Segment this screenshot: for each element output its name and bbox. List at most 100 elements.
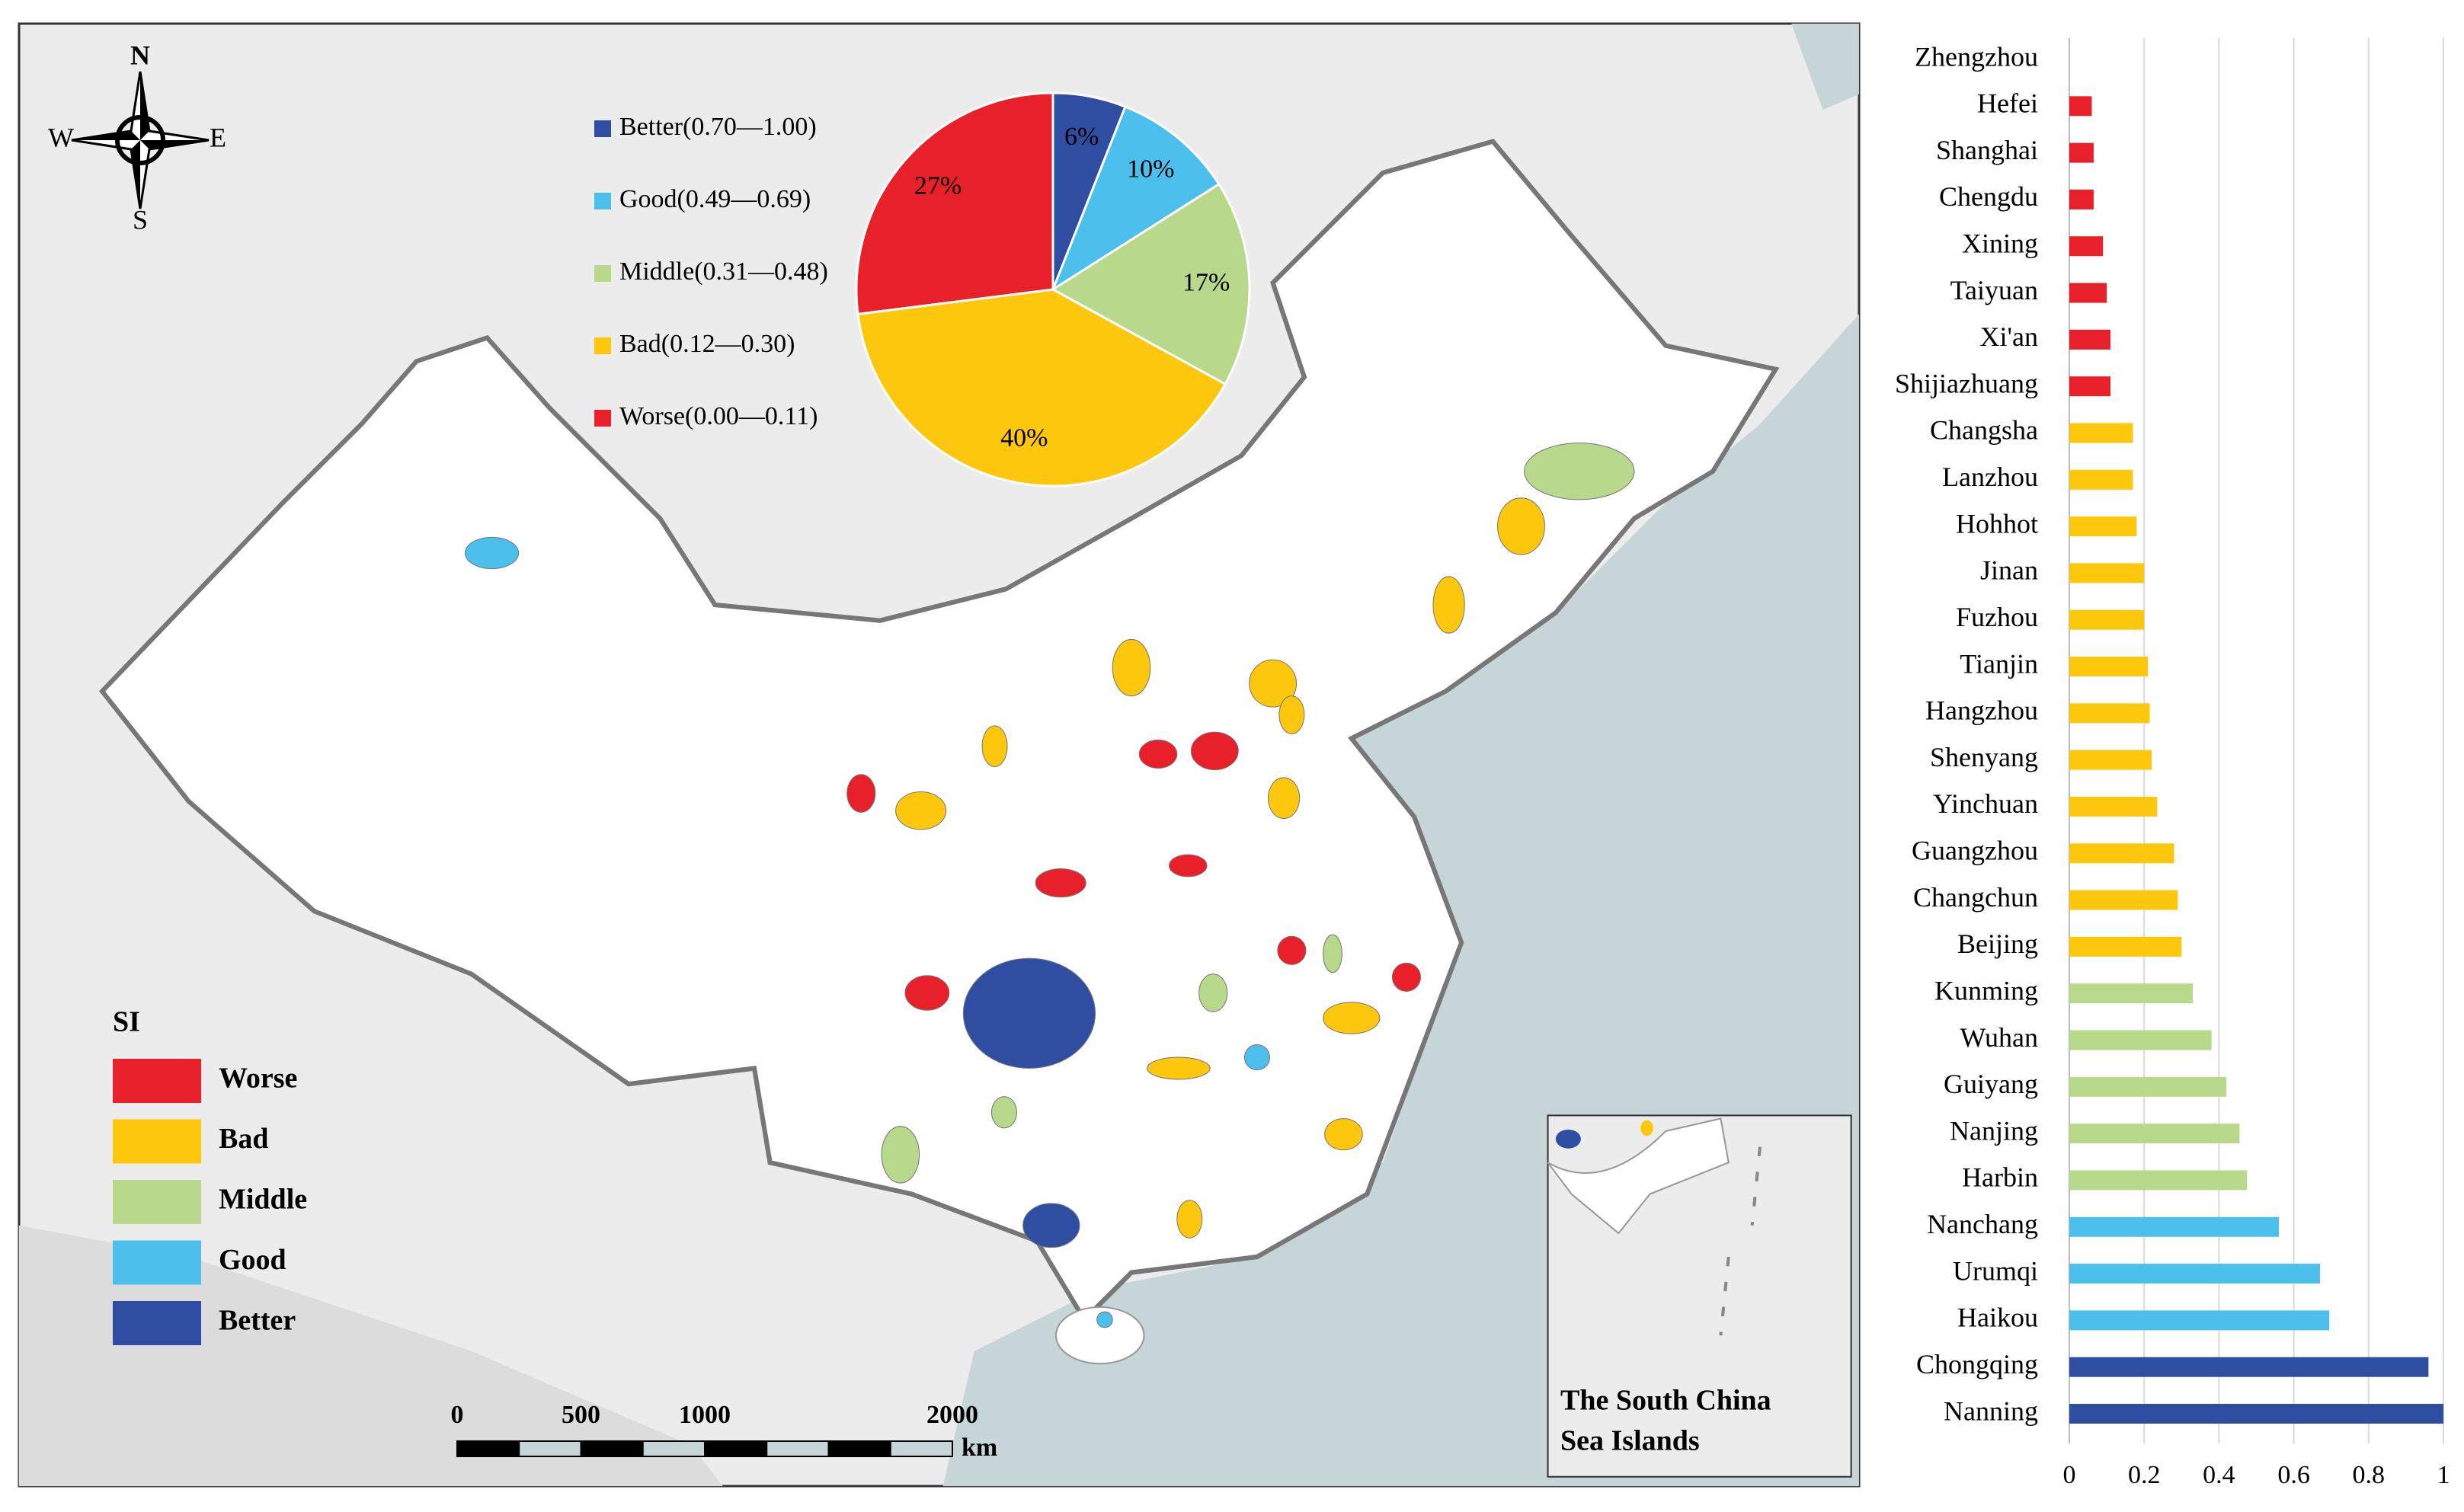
bar	[2069, 609, 2145, 630]
y-tick-label: Yinchuan	[1933, 788, 2038, 819]
bar	[2069, 843, 2174, 864]
pie-legend-swatch	[594, 410, 611, 427]
compass-label: W	[48, 122, 74, 152]
bar	[2069, 1404, 2443, 1424]
y-tick-label: Shijiazhuang	[1895, 368, 2038, 398]
bar	[2069, 516, 2137, 537]
bar	[2069, 469, 2133, 490]
y-tick-label: Xining	[1962, 229, 2038, 259]
bar	[2069, 1264, 2320, 1284]
bar	[2069, 1357, 2429, 1377]
pie-legend-label: Worse(0.00—0.11)	[619, 402, 818, 430]
bar	[2069, 1310, 2330, 1331]
hainan	[1054, 1306, 1145, 1365]
bar	[2069, 796, 2158, 817]
x-tick-label: 0.6	[2277, 1461, 2310, 1489]
bar	[2069, 657, 2149, 677]
legend-swatch	[113, 1240, 201, 1285]
x-tick-label: 0.8	[2353, 1461, 2386, 1489]
y-tick-label: Jinan	[1980, 555, 2038, 586]
y-tick-label: Shenyang	[1930, 742, 2038, 772]
y-tick-label: Beijing	[1957, 929, 2038, 959]
y-tick-label: Wuhan	[1960, 1022, 2038, 1053]
pie-label: 17%	[1182, 268, 1230, 296]
inset-city	[1640, 1120, 1653, 1136]
x-tick-label: 0.2	[2128, 1461, 2161, 1489]
pie-slice	[1050, 105, 1221, 292]
map-base	[18, 23, 1859, 1487]
pie-label: 6%	[1064, 123, 1099, 151]
compass-label: S	[133, 204, 148, 235]
bar	[2069, 376, 2111, 397]
bar	[2069, 936, 2182, 957]
y-tick-label: Chengdu	[1939, 181, 2038, 212]
pie-label: 40%	[1000, 424, 1048, 452]
legend-title: SI	[113, 1006, 140, 1038]
scale-segment	[642, 1440, 706, 1457]
pie-legend-swatch	[594, 193, 611, 209]
scale-segment	[580, 1440, 644, 1457]
scale-segment	[456, 1440, 520, 1457]
y-tick-label: Changsha	[1930, 415, 2038, 446]
legend-label: Middle	[219, 1184, 307, 1216]
y-tick-label: Lanzhou	[1942, 462, 2038, 492]
pie-legend-swatch	[594, 265, 611, 282]
y-tick-label: Zhengzhou	[1915, 41, 2038, 72]
bar	[2069, 236, 2104, 257]
x-tick-label: 0.4	[2203, 1461, 2235, 1489]
y-tick-label: Hefei	[1977, 88, 2038, 119]
pie-label: 10%	[1127, 155, 1174, 184]
bar	[2069, 563, 2145, 583]
legend-swatch	[113, 1059, 201, 1103]
scale-label: 1000	[679, 1401, 731, 1429]
legend-label: Worse	[219, 1063, 297, 1095]
bar	[2069, 1216, 2279, 1237]
y-tick-label: Nanning	[1944, 1395, 2038, 1426]
y-tick-label: Kunming	[1934, 975, 2038, 1005]
legend-label: Better	[219, 1305, 296, 1337]
pie-legend-label: Good(0.49—0.69)	[619, 185, 811, 213]
scale-segment	[518, 1440, 582, 1457]
pie-legend-label: Middle(0.31—0.48)	[619, 257, 828, 286]
compass-label: N	[130, 40, 150, 70]
bar	[2069, 1170, 2248, 1191]
legend-label: Good	[219, 1244, 286, 1276]
pie-slice	[856, 288, 1227, 487]
scale-segment	[827, 1440, 891, 1457]
scale-label: 2000	[926, 1401, 978, 1429]
legend-swatch	[113, 1301, 201, 1345]
bar	[2069, 423, 2133, 443]
bar	[2069, 1030, 2212, 1050]
pie-legend-swatch	[594, 337, 611, 354]
scale-unit: km	[962, 1434, 997, 1462]
scale-segment	[889, 1440, 953, 1457]
scale-segment	[704, 1440, 768, 1457]
compass-label: E	[210, 122, 226, 152]
pie-legend-label: Better(0.70—1.00)	[619, 113, 817, 141]
inset-label: The South China	[1560, 1385, 1771, 1417]
legend-swatch	[113, 1180, 201, 1224]
y-tick-label: Chongqing	[1916, 1349, 2038, 1379]
bar	[2069, 189, 2094, 209]
scale-segment	[766, 1440, 830, 1457]
pie-label: 27%	[914, 172, 962, 200]
y-tick-label: Tianjin	[1960, 648, 2038, 679]
bar	[2069, 750, 2152, 770]
x-tick-label: 1	[2437, 1461, 2450, 1489]
y-tick-label: Urumqi	[1953, 1255, 2038, 1286]
bar	[2069, 96, 2092, 117]
y-tick-label: Xi'an	[1980, 321, 2038, 352]
bar	[2069, 890, 2178, 910]
inset-label: Sea Islands	[1560, 1425, 1700, 1457]
pie-slice	[1051, 182, 1251, 386]
x-tick-label: 0	[2063, 1461, 2076, 1489]
y-tick-label: Hangzhou	[1925, 695, 2038, 726]
y-tick-label: Harbin	[1962, 1162, 2038, 1193]
legend-label: Bad	[219, 1123, 268, 1155]
bar	[2069, 1124, 2240, 1144]
y-tick-label: Taiyuan	[1950, 275, 2038, 305]
inset-land	[1547, 1117, 1730, 1235]
pie-slice	[855, 91, 1054, 316]
